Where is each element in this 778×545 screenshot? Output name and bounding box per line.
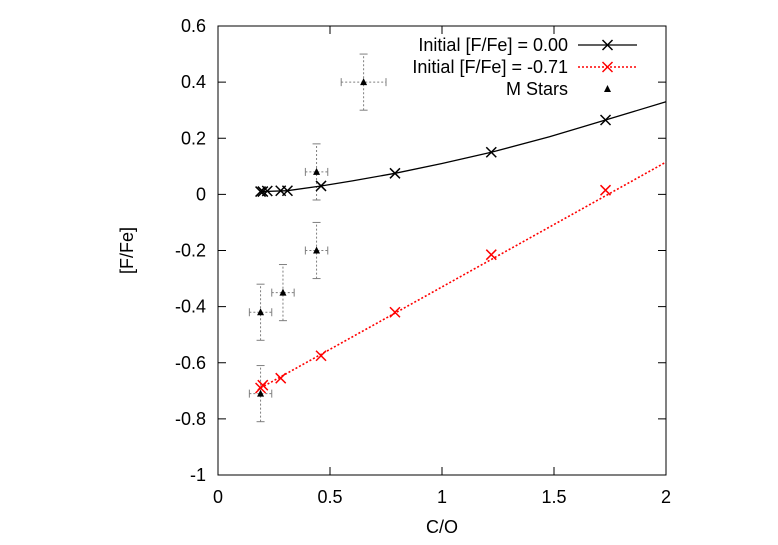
error-bars: [248, 53, 387, 423]
legend-label: Initial [F/Fe] = -0.71: [412, 57, 568, 77]
x-marker: [389, 306, 401, 318]
triangle-marker: [604, 85, 611, 92]
triangle-marker: [279, 288, 287, 296]
x-marker: [261, 185, 273, 197]
y-tick-label: 0: [196, 184, 206, 204]
series-line: [260, 101, 667, 193]
legend-label: M Stars: [506, 79, 568, 99]
triangle-marker: [257, 389, 265, 397]
x-marker: [257, 379, 269, 391]
x-marker: [315, 350, 327, 362]
series-markers: [255, 78, 612, 397]
y-tick-label: 0.6: [181, 16, 206, 36]
y-tick-label: 0.2: [181, 128, 206, 148]
x-tick-label: 0.5: [317, 487, 342, 507]
plot-border: [217, 25, 667, 476]
x-marker: [485, 249, 497, 261]
axis-ticks: [217, 25, 667, 476]
y-tick-label: 0.4: [181, 72, 206, 92]
x-tick-label: 1.5: [541, 487, 566, 507]
x-marker: [257, 186, 269, 198]
series-lines: [260, 101, 667, 389]
y-tick-label: -0.2: [175, 241, 206, 261]
axis-tick-labels: 0 0.5 1 1.5 2 -1 -0.8 -0.6 -0.4 -0.2 0 0.2 0.4 0.6: [175, 16, 671, 507]
x-axis-label: C/O: [426, 517, 458, 537]
x-marker: [281, 185, 293, 197]
y-tick-label: -0.6: [175, 353, 206, 373]
legend-label: Initial [F/Fe] = 0.00: [418, 35, 568, 55]
x-tick-label: 2: [661, 487, 671, 507]
series-line: [260, 161, 667, 389]
x-tick-label: 0: [213, 487, 223, 507]
triangle-marker: [257, 308, 265, 316]
x-marker: [599, 114, 612, 126]
triangle-marker: [313, 246, 321, 254]
x-marker: [601, 39, 614, 51]
x-marker: [601, 61, 614, 73]
x-marker: [389, 167, 401, 179]
plot-frame: [217, 25, 667, 476]
triangle-marker: [313, 167, 321, 175]
y-tick-label: -0.8: [175, 409, 206, 429]
y-tick-label: -1: [190, 465, 206, 485]
triangle-marker: [360, 78, 368, 86]
x-tick-label: 1: [437, 487, 447, 507]
x-marker: [315, 180, 327, 192]
y-tick-label: -0.4: [175, 297, 206, 317]
y-axis-label: [F/Fe]: [117, 227, 137, 274]
x-marker: [275, 372, 287, 384]
x-marker: [485, 146, 497, 158]
x-marker: [599, 184, 612, 196]
